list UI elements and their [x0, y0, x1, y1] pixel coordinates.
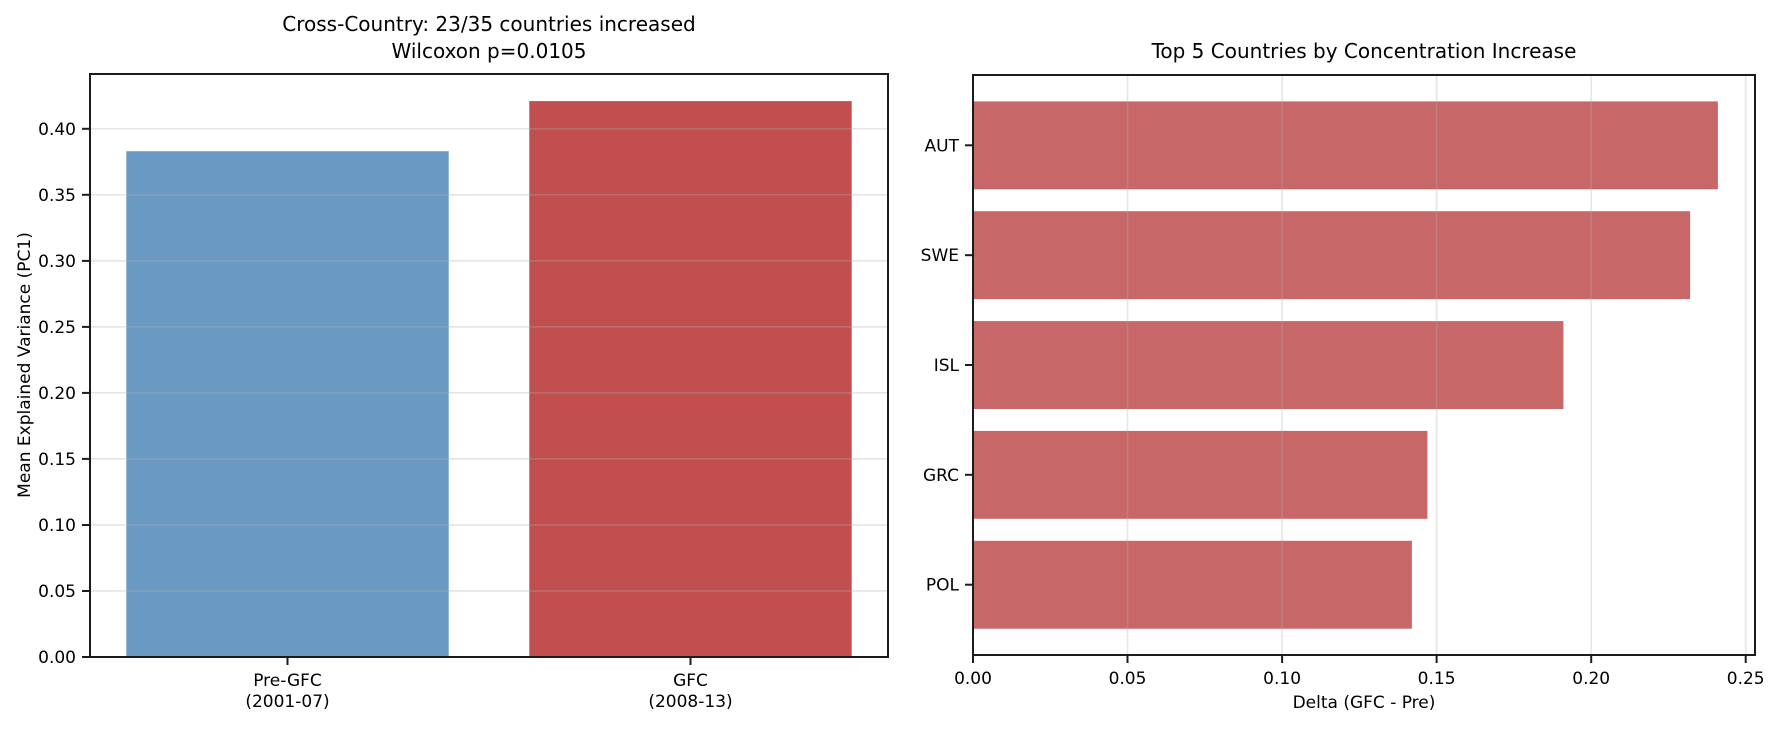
x-tick-label: 0.25 — [1727, 669, 1765, 689]
bar-pre-gfc — [126, 151, 449, 657]
y-tick-label: 0.35 — [38, 186, 76, 206]
y-tick-label: 0.30 — [38, 252, 76, 272]
x-tick-label: 0.00 — [954, 669, 992, 689]
left-chart-title-line1: Cross-Country: 23/35 countries increased — [282, 12, 695, 36]
left-chart-title-line2: Wilcoxon p=0.0105 — [392, 39, 587, 63]
x-tick-label: 0.20 — [1572, 669, 1610, 689]
category-label-gfc: GFC — [673, 671, 708, 691]
left-y-axis-label: Mean Explained Variance (PC1) — [15, 232, 35, 498]
x-tick-label: 0.10 — [1263, 669, 1301, 689]
bar-isl — [973, 321, 1564, 409]
left-plot-area: 0.00 0.05 0.10 0.15 0.20 0.25 0.30 0.35 0.40 Pre-… — [38, 73, 889, 712]
category-label-swe: SWE — [921, 246, 959, 266]
x-tick-label: 0.15 — [1418, 669, 1456, 689]
category-label-aut: AUT — [925, 136, 960, 156]
bar-aut — [973, 101, 1718, 190]
right-chart-title: Top 5 Countries by Concentration Increas… — [1151, 39, 1577, 63]
category-label-pol: POL — [926, 576, 960, 596]
category-label-pre-gfc-years: (2001-07) — [245, 692, 329, 712]
x-tick-label: 0.05 — [1109, 669, 1147, 689]
category-label-isl: ISL — [934, 356, 960, 376]
bar-gfc — [529, 101, 852, 658]
y-tick-label: 0.20 — [38, 384, 76, 404]
y-tick-label: 0.25 — [38, 318, 76, 338]
y-tick-label: 0.00 — [38, 648, 76, 668]
y-tick-label: 0.40 — [38, 120, 76, 140]
bar-swe — [973, 211, 1691, 300]
category-label-gfc-years: (2008-13) — [648, 692, 732, 712]
pre-vs-gfc-bar-chart: Cross-Country: 23/35 countries increased… — [15, 12, 889, 712]
y-tick-label: 0.05 — [38, 582, 76, 602]
bar-pol — [973, 540, 1412, 629]
right-x-axis-label: Delta (GFC - Pre) — [1293, 693, 1436, 713]
bar-grc — [973, 430, 1428, 519]
axes-spines — [89, 73, 889, 658]
right-plot-area: 0.00 0.05 0.10 0.15 0.20 0.25 AUT SWE ISL GRC POL — [921, 74, 1765, 689]
category-label-grc: GRC — [923, 466, 959, 486]
top5-countries-barh-chart: Top 5 Countries by Concentration Increas… — [921, 39, 1765, 713]
category-label-pre-gfc: Pre-GFC — [253, 671, 322, 691]
y-tick-label: 0.15 — [38, 450, 76, 470]
y-tick-label: 0.10 — [38, 516, 76, 536]
